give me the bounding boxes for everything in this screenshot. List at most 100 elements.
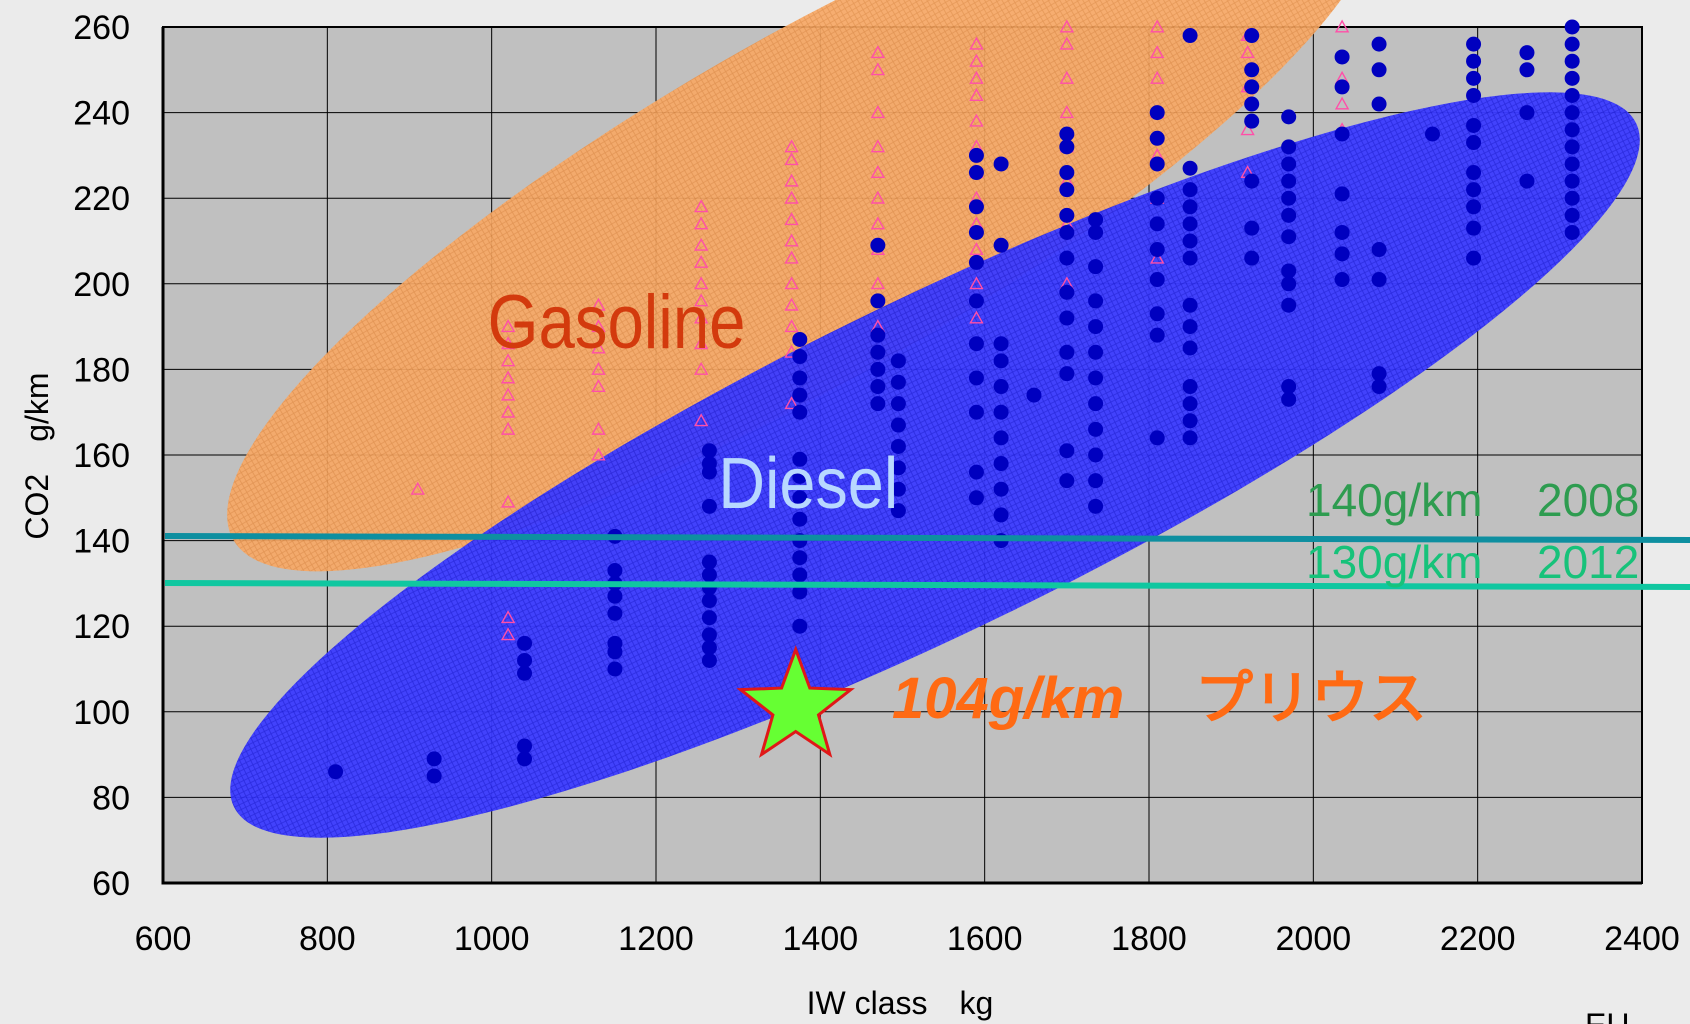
diesel-point — [1149, 130, 1165, 146]
gasoline-point — [870, 45, 886, 59]
y-tick-label: 100 — [73, 694, 130, 732]
diesel-point — [993, 156, 1009, 172]
x-tick-label: 1600 — [947, 920, 1023, 958]
diesel-point — [1281, 391, 1297, 407]
diesel-point — [1244, 79, 1260, 95]
prius-star-marker — [736, 645, 855, 758]
gasoline-point — [870, 165, 886, 179]
gasoline-point — [1150, 250, 1165, 264]
diesel-point — [890, 438, 906, 454]
target-2008-year: 2008 — [1537, 474, 1639, 526]
gasoline-point — [1059, 70, 1075, 84]
gasoline-point — [784, 152, 799, 166]
diesel-point — [1059, 284, 1075, 300]
diesel-point — [890, 396, 906, 412]
diesel-point — [993, 379, 1009, 395]
diesel-point — [890, 374, 906, 390]
diesel-point — [1059, 224, 1075, 240]
diesel-point — [1466, 135, 1482, 151]
diesel-point — [792, 468, 808, 484]
diesel-point — [1371, 272, 1387, 288]
diesel-point — [1088, 447, 1104, 463]
diesel-point — [993, 481, 1009, 497]
x-tick-labels: 600 800 1000 1200 1400 1600 1800 2000 2200 2400 — [135, 920, 1680, 958]
diesel-point — [1564, 207, 1580, 223]
diesel-point — [1088, 212, 1104, 228]
x-axis-title: IW class kg — [807, 985, 994, 1021]
gasoline-point — [1240, 45, 1255, 59]
diesel-point — [968, 336, 984, 352]
gasoline-point — [870, 62, 886, 76]
gasoline-point — [969, 242, 984, 256]
prius-name-label: プリウス — [1195, 666, 1427, 731]
diesel-point — [701, 610, 717, 626]
gasoline-point — [969, 88, 984, 101]
diesel-point — [1519, 45, 1535, 61]
diesel-point — [1564, 105, 1580, 121]
diesel-point — [1088, 259, 1104, 275]
diesel-point — [1182, 160, 1198, 176]
gasoline-point — [591, 421, 606, 435]
diesel-point — [1059, 139, 1075, 155]
gasoline-point — [1059, 36, 1075, 50]
diesel-point — [792, 584, 808, 600]
gasoline-point — [1059, 105, 1075, 119]
diesel-point — [1088, 319, 1104, 335]
target-2012-year: 2012 — [1537, 536, 1639, 588]
diesel-point — [1088, 473, 1104, 489]
gasoline-point — [784, 190, 799, 204]
diesel-point — [1334, 79, 1350, 95]
target-2008-value: 140g/km — [1306, 474, 1482, 526]
diesel-point — [607, 661, 623, 677]
gasoline-point — [500, 370, 516, 384]
diesel-point — [890, 417, 906, 433]
diesel-point — [1026, 387, 1042, 403]
diesel-point — [890, 353, 906, 369]
gasoline-point — [694, 336, 709, 350]
diesel-point — [792, 387, 808, 403]
gasoline-point — [969, 53, 984, 67]
diesel-point — [1281, 276, 1297, 292]
prius-value-label: 104g/km — [892, 666, 1124, 731]
diesel-point — [870, 327, 886, 343]
gasoline-point — [1059, 19, 1075, 33]
target-line-2012 — [164, 580, 1690, 590]
gasoline-point — [694, 237, 709, 251]
diesel-point — [1059, 366, 1075, 382]
y-tick-labels: 60 80 100 120 140 160 180 200 220 240 260 — [73, 9, 130, 903]
diesel-point — [1182, 319, 1198, 335]
diesel-point — [701, 498, 717, 514]
diesel-point — [426, 768, 442, 784]
x-tick-label: 2200 — [1440, 920, 1516, 958]
gasoline-point — [410, 481, 425, 495]
diesel-point — [993, 456, 1009, 472]
diesel-point — [1244, 113, 1260, 129]
diesel-point — [1519, 105, 1535, 121]
diesel-point — [1088, 293, 1104, 309]
diesel-point — [1371, 62, 1387, 78]
diesel-point — [1466, 117, 1482, 133]
diesel-point — [792, 349, 808, 365]
diesel-point — [1466, 36, 1482, 52]
gasoline-point — [591, 361, 606, 375]
gasoline-point — [784, 319, 799, 333]
axis-lines — [161, 27, 1642, 885]
diesel-point — [1466, 250, 1482, 266]
gasoline-point — [591, 447, 606, 461]
gasoline-point — [694, 216, 709, 230]
diesel-point — [701, 627, 717, 643]
diesel-point — [1281, 263, 1297, 279]
diesel-point — [968, 147, 984, 163]
diesel-point — [701, 640, 717, 656]
diesel-point — [1371, 96, 1387, 112]
diesel-point — [1182, 182, 1198, 198]
diesel-point — [870, 396, 886, 412]
diesel-point — [1564, 36, 1580, 52]
x-tick-label: 2400 — [1604, 920, 1680, 958]
gasoline-point — [1150, 19, 1165, 33]
diesel-point — [890, 481, 906, 497]
diesel-point — [1059, 310, 1075, 326]
diesel-point — [792, 618, 808, 634]
y-tick-label: 220 — [73, 180, 130, 218]
diesel-point — [1564, 19, 1580, 35]
